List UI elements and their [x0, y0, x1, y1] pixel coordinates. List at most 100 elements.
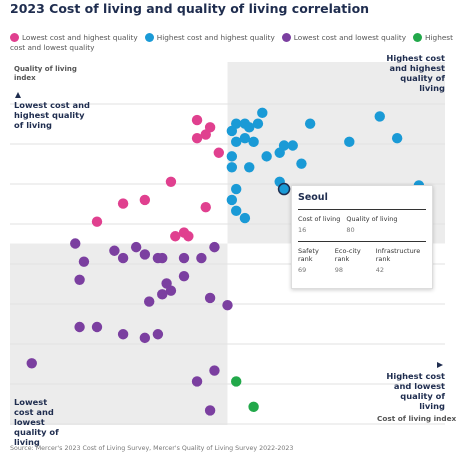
point [183, 231, 194, 242]
arrow [15, 92, 21, 98]
point [244, 162, 255, 173]
point [117, 252, 129, 264]
tooltip-value: 16 [298, 226, 307, 234]
point [196, 252, 207, 264]
point [204, 292, 216, 304]
x-axis-label: Cost of living index [377, 414, 457, 423]
point [170, 231, 181, 242]
point [226, 162, 238, 173]
point [231, 376, 242, 387]
point [144, 296, 155, 307]
point [165, 285, 177, 296]
point [257, 107, 268, 119]
point [191, 114, 203, 126]
point [391, 133, 403, 144]
point [213, 147, 224, 158]
point [157, 289, 168, 300]
legend-label: Lowest cost and highest quality [22, 33, 138, 42]
point [274, 147, 285, 158]
point [26, 358, 37, 369]
point [261, 151, 272, 162]
tooltip-label: Quality of living [346, 215, 398, 223]
tooltip-label: Safety rank [298, 247, 319, 263]
tooltip-label: Cost of living [298, 215, 341, 223]
tooltip-cell: Safety rank 69 [298, 247, 329, 274]
point [244, 122, 255, 133]
point [109, 245, 120, 256]
point [231, 183, 242, 195]
tooltip-cell: Infrastructure rank 42 [376, 247, 426, 274]
point [344, 136, 355, 148]
tooltip-label: Eco-city rank [334, 247, 361, 263]
tooltip-ranks: Safety rank 69 Eco-city rank 98 Infrastructu… [298, 241, 426, 274]
corner-label: Lowest cost and lowest quality of living [14, 397, 59, 447]
point [239, 133, 251, 144]
point [209, 365, 220, 376]
corner-label: Highest cost and lowest quality of livin… [386, 371, 445, 411]
corner-label: Lowest cost and highest quality of livin… [14, 100, 90, 130]
tooltip-value: 69 [298, 266, 307, 274]
point [204, 405, 216, 416]
point [165, 176, 177, 187]
point [157, 252, 168, 264]
point [222, 300, 233, 311]
tooltip-value: 80 [346, 226, 355, 234]
point [200, 129, 211, 140]
point [74, 274, 85, 285]
point [70, 238, 81, 249]
point [304, 118, 316, 129]
point [130, 241, 142, 253]
legend-swatch [10, 33, 19, 42]
point [91, 321, 103, 333]
point [78, 256, 90, 267]
tooltip-cell: Eco-city rank 98 [335, 247, 370, 274]
legend-item: Highest cost and highest quality [144, 33, 275, 42]
point [200, 202, 211, 213]
point [178, 252, 190, 264]
point [74, 321, 85, 333]
point [91, 216, 103, 227]
point [191, 133, 203, 144]
corner-label: Highest cost and highest quality of livi… [386, 53, 445, 93]
legend-swatch [413, 33, 423, 42]
point [226, 151, 238, 162]
point [374, 111, 385, 122]
legend-label: Lowest cost and lowest quality [293, 33, 407, 42]
point [248, 136, 259, 148]
tooltip: Seoul Cost of living 16 Quality of living 8… [291, 185, 433, 289]
tooltip-cell: Quality of living 80 [346, 215, 397, 234]
tooltip-label: Infrastructure rank [375, 247, 421, 263]
point [239, 212, 251, 224]
tooltip-value: 98 [334, 266, 344, 274]
highlight-point [277, 182, 291, 196]
y-axis-label: Quality of living index [14, 65, 77, 82]
chart-title: 2023 Cost of living and quality of livin… [10, 1, 370, 16]
point [231, 205, 242, 217]
point [226, 125, 238, 137]
point [209, 241, 220, 253]
point [139, 332, 151, 344]
point [117, 198, 129, 209]
legend-item: Highest cost and lowest quality [10, 33, 453, 52]
point [178, 270, 190, 282]
arrow [437, 362, 443, 368]
source: Source: Mercer's 2023 Cost of Living Sur… [10, 445, 294, 452]
point [296, 158, 307, 169]
point [231, 136, 242, 148]
legend-label: Highest cost and highest quality [156, 33, 275, 42]
point [139, 194, 151, 206]
point [191, 376, 203, 387]
tooltip-fields: Cost of living 16 Quality of living 80 [298, 209, 426, 234]
legend-swatch [281, 33, 291, 42]
legend-swatch [144, 33, 154, 42]
point [152, 329, 164, 340]
point [287, 140, 298, 151]
tooltip-cell: Cost of living 16 [298, 215, 340, 234]
legend-item: Lowest cost and lowest quality [281, 33, 407, 42]
legend-label: Highest cost and lowest quality [10, 33, 453, 52]
tooltip-value: 42 [375, 266, 385, 274]
point [252, 118, 264, 129]
point [248, 401, 259, 413]
legend: Lowest cost and highest quality Highest c… [10, 33, 460, 53]
